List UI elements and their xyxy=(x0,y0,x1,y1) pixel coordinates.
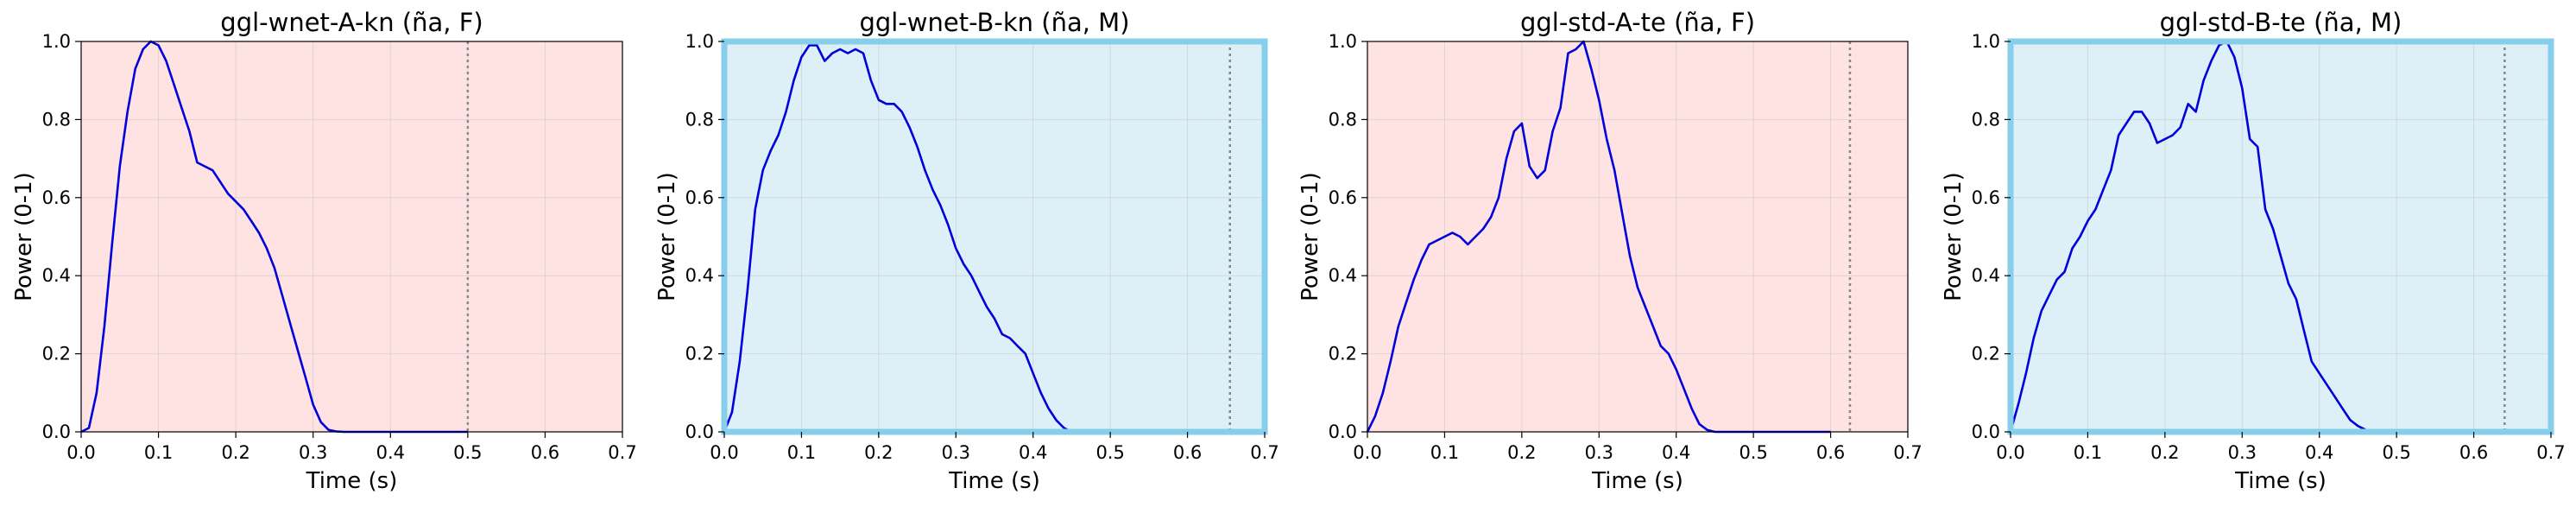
y-tick-label: 0.6 xyxy=(685,187,714,208)
y-tick-label: 0.4 xyxy=(42,265,71,286)
y-tick-label: 0.6 xyxy=(42,187,71,208)
highlight-frame xyxy=(721,38,1268,435)
x-tick-label: 0.6 xyxy=(1173,442,1202,463)
y-axis-label: Power (0-1) xyxy=(1297,172,1323,301)
x-tick-label: 0.2 xyxy=(1507,442,1536,463)
chart-title: ggl-wnet-B-kn (ña, M) xyxy=(859,8,1129,37)
x-tick-label: 0.0 xyxy=(710,442,738,463)
x-tick-label: 0.7 xyxy=(1250,442,1279,463)
y-tick-label: 0.2 xyxy=(1972,344,2000,364)
chart-title: ggl-std-B-te (ña, M) xyxy=(2160,8,2402,37)
axes-frame xyxy=(80,41,623,433)
x-tick-label: 0.2 xyxy=(221,442,249,463)
y-tick-label: 0.0 xyxy=(42,421,71,442)
plot-background xyxy=(724,41,1265,432)
y-axis-label: Power (0-1) xyxy=(1941,172,1967,301)
x-axis-label: Time (s) xyxy=(1591,468,1683,494)
series-line xyxy=(80,40,468,434)
subplot-3: 0.0 0.1 0.2 0.3 0.4 0.5 0.6 0.7 0.0 0.2 0.4 0.6 0.8 1… xyxy=(1297,8,1923,494)
y-tick-label: 0.4 xyxy=(1329,265,1357,286)
y-tick-label: 0.8 xyxy=(685,109,714,130)
x-tick-label: 0.5 xyxy=(1095,442,1124,463)
x-tick-label: 0.4 xyxy=(2305,442,2333,463)
x-tick-label: 0.0 xyxy=(1353,442,1381,463)
y-tick-label: 1.0 xyxy=(1329,31,1357,52)
y-tick-label: 0.0 xyxy=(1329,421,1357,442)
highlight-frame xyxy=(2007,38,2554,435)
y-tick-label: 0.4 xyxy=(685,265,714,286)
plot-background xyxy=(2011,41,2551,432)
x-tick-label: 0.1 xyxy=(144,442,173,463)
series-line xyxy=(723,44,1103,434)
x-tick-label: 0.0 xyxy=(1996,442,2024,463)
x-tick-label: 0.6 xyxy=(531,442,559,463)
x-axis-label: Time (s) xyxy=(948,468,1040,494)
x-tick-label: 0.4 xyxy=(376,442,405,463)
x-tick-label: 0.1 xyxy=(787,442,816,463)
x-tick-label: 0.6 xyxy=(2459,442,2488,463)
y-tick-label: 0.0 xyxy=(685,421,714,442)
x-tick-label: 0.5 xyxy=(2382,442,2410,463)
x-tick-label: 0.1 xyxy=(2074,442,2102,463)
y-axis-label: Power (0-1) xyxy=(654,172,680,301)
y-tick-label: 0.6 xyxy=(1329,187,1357,208)
plot-background xyxy=(81,41,622,432)
y-tick-label: 0.2 xyxy=(1329,344,1357,364)
y-tick-label: 1.0 xyxy=(685,31,714,52)
series-line xyxy=(2009,40,2474,434)
x-tick-label: 0.0 xyxy=(66,442,95,463)
y-tick-label: 0.6 xyxy=(1972,187,2000,208)
x-tick-label: 0.7 xyxy=(1893,442,1922,463)
y-tick-label: 1.0 xyxy=(1972,31,2000,52)
chart-title: ggl-wnet-A-kn (ña, F) xyxy=(220,8,483,37)
x-tick-label: 0.2 xyxy=(864,442,893,463)
subplot-2: 0.0 0.1 0.2 0.3 0.4 0.5 0.6 0.7 0.0 0.2 0.4 0.6 0.8 1… xyxy=(654,8,1279,494)
subplot-1: 0.0 0.1 0.2 0.3 0.4 0.5 0.6 0.7 0.0 0.2 0.4 0.6 0.8 1… xyxy=(11,8,637,494)
y-tick-label: 0.0 xyxy=(1972,421,2000,442)
x-tick-label: 0.2 xyxy=(2150,442,2179,463)
x-axis-label: Time (s) xyxy=(2234,468,2327,494)
y-tick-label: 0.4 xyxy=(1972,265,2000,286)
axes-frame xyxy=(1367,41,1909,433)
x-tick-label: 0.5 xyxy=(453,442,482,463)
y-axis-label: Power (0-1) xyxy=(11,172,37,301)
y-tick-label: 0.8 xyxy=(1329,109,1357,130)
x-tick-label: 0.6 xyxy=(1816,442,1845,463)
x-tick-label: 0.3 xyxy=(1585,442,1613,463)
x-tick-label: 0.7 xyxy=(2536,442,2565,463)
x-tick-label: 0.3 xyxy=(299,442,327,463)
y-tick-label: 0.8 xyxy=(42,109,71,130)
x-tick-label: 0.3 xyxy=(2228,442,2257,463)
y-tick-label: 1.0 xyxy=(42,31,71,52)
x-tick-label: 0.3 xyxy=(942,442,970,463)
x-axis-label: Time (s) xyxy=(306,468,398,494)
subplot-4: 0.0 0.1 0.2 0.3 0.4 0.5 0.6 0.7 0.0 0.2 0.4 0.6 0.8 1… xyxy=(1941,8,2566,494)
x-tick-label: 0.4 xyxy=(1019,442,1047,463)
y-tick-label: 0.2 xyxy=(685,344,714,364)
x-tick-label: 0.1 xyxy=(1430,442,1459,463)
x-tick-label: 0.4 xyxy=(1662,442,1690,463)
y-tick-label: 0.2 xyxy=(42,344,71,364)
x-tick-label: 0.5 xyxy=(1739,442,1767,463)
chart-title: ggl-std-A-te (ña, F) xyxy=(1520,8,1755,37)
x-tick-label: 0.7 xyxy=(608,442,636,463)
y-tick-label: 0.8 xyxy=(1972,109,2000,130)
series-line xyxy=(1366,40,1831,434)
plot-background xyxy=(1367,41,1908,432)
